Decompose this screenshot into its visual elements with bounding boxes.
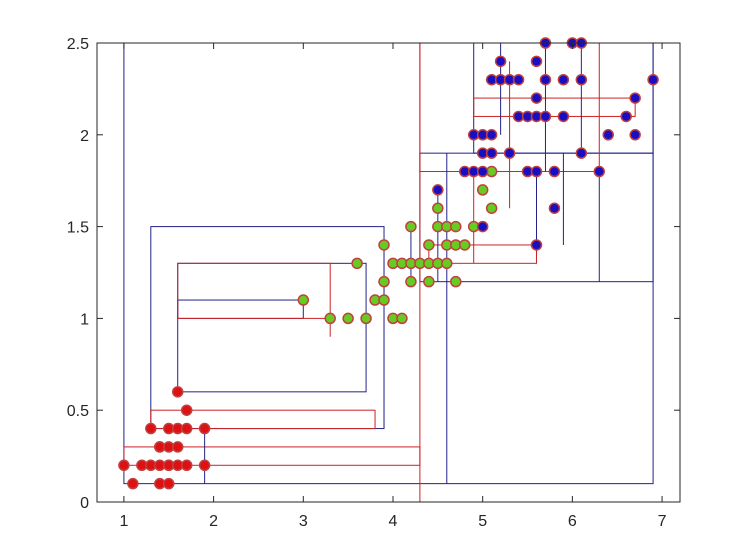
partition-box-8	[177, 262, 331, 319]
data-point-red-17	[171, 441, 184, 453]
data-point-red-18	[180, 459, 193, 472]
data-point-red-1	[127, 477, 139, 490]
x-tick-label-4: 5	[478, 513, 487, 530]
data-point-blue-30	[557, 110, 570, 123]
y-tick-label-5: 2.5	[67, 36, 89, 53]
partition-box-2	[177, 262, 367, 393]
data-point-blue-4	[476, 220, 489, 233]
partition-box-11	[428, 244, 537, 264]
data-point-blue-8	[485, 129, 498, 141]
data-point-blue-20	[530, 92, 543, 104]
data-point-green-7	[378, 275, 390, 288]
data-point-blue-24	[539, 73, 552, 86]
data-point-red-22	[198, 422, 211, 435]
data-point-blue-35	[593, 165, 606, 178]
partition-box-1	[150, 226, 385, 430]
y-tick-label-3: 1.5	[67, 220, 89, 237]
data-point-green-19	[423, 239, 435, 251]
data-point-green-6	[378, 294, 390, 306]
data-point-green-29	[458, 239, 471, 251]
data-point-blue-15	[512, 73, 525, 86]
data-point-green-15	[405, 220, 417, 233]
data-point-green-8	[378, 239, 390, 251]
x-tick-label-2: 3	[299, 513, 308, 530]
data-point-blue-23	[530, 239, 543, 251]
data-point-red-19	[180, 422, 193, 435]
data-point-green-0	[297, 294, 310, 306]
data-point-green-4	[360, 312, 372, 325]
x-tick-label-0: 1	[119, 513, 128, 530]
data-point-blue-26	[539, 110, 552, 123]
data-point-blue-27	[548, 165, 561, 178]
y-tick-label-2: 1	[80, 311, 89, 328]
data-point-green-21	[432, 202, 444, 214]
data-point-blue-33	[575, 73, 588, 86]
partition-box-3	[177, 299, 304, 319]
data-point-blue-28	[548, 202, 561, 214]
data-point-green-28	[450, 220, 462, 233]
data-point-red-20	[180, 404, 193, 416]
x-tick-label-1: 2	[209, 513, 218, 530]
y-tick-label-1: 0.5	[67, 403, 89, 420]
axes-box	[96, 42, 681, 503]
data-point-blue-0	[432, 184, 444, 196]
data-points-layer	[118, 37, 659, 490]
data-point-green-32	[485, 202, 498, 214]
data-point-blue-37	[620, 110, 632, 123]
data-point-green-3	[351, 257, 363, 270]
data-point-blue-40	[647, 73, 659, 86]
data-point-blue-39	[629, 129, 641, 141]
data-point-red-4	[145, 422, 157, 435]
partition-lines-layer	[123, 42, 654, 502]
data-point-green-2	[342, 312, 354, 325]
data-point-green-13	[405, 275, 417, 288]
data-point-blue-21	[530, 55, 543, 68]
data-point-green-31	[476, 184, 489, 196]
data-point-green-11	[396, 312, 408, 325]
axes-layer: 1 2 3 4 5 6 7 0 0.5 1 1.5 2 2.5	[67, 36, 681, 530]
data-point-red-10	[163, 477, 175, 490]
data-point-green-1	[324, 312, 336, 325]
data-point-blue-14	[503, 147, 516, 159]
x-tick-label-3: 4	[389, 513, 398, 530]
data-point-red-0	[118, 459, 130, 472]
data-point-blue-34	[575, 147, 588, 159]
y-tick-label-0: 0	[80, 495, 89, 512]
data-point-blue-38	[629, 92, 641, 104]
partition-box-7	[150, 409, 376, 430]
data-point-blue-7	[476, 165, 489, 178]
data-point-green-26	[450, 275, 462, 288]
y-tick-label-4: 2	[80, 128, 89, 145]
x-tick-label-5: 6	[568, 513, 577, 530]
data-point-blue-29	[557, 73, 570, 86]
partition-box-10	[473, 97, 636, 117]
x-tick-label-6: 7	[658, 513, 667, 530]
data-point-red-16	[171, 386, 184, 398]
data-point-blue-36	[602, 129, 614, 141]
data-point-blue-22	[530, 165, 543, 178]
data-point-blue-11	[494, 55, 507, 68]
data-point-blue-9	[485, 147, 498, 159]
data-point-green-17	[423, 275, 435, 288]
data-point-green-23	[441, 257, 453, 270]
data-point-red-21	[198, 459, 211, 472]
